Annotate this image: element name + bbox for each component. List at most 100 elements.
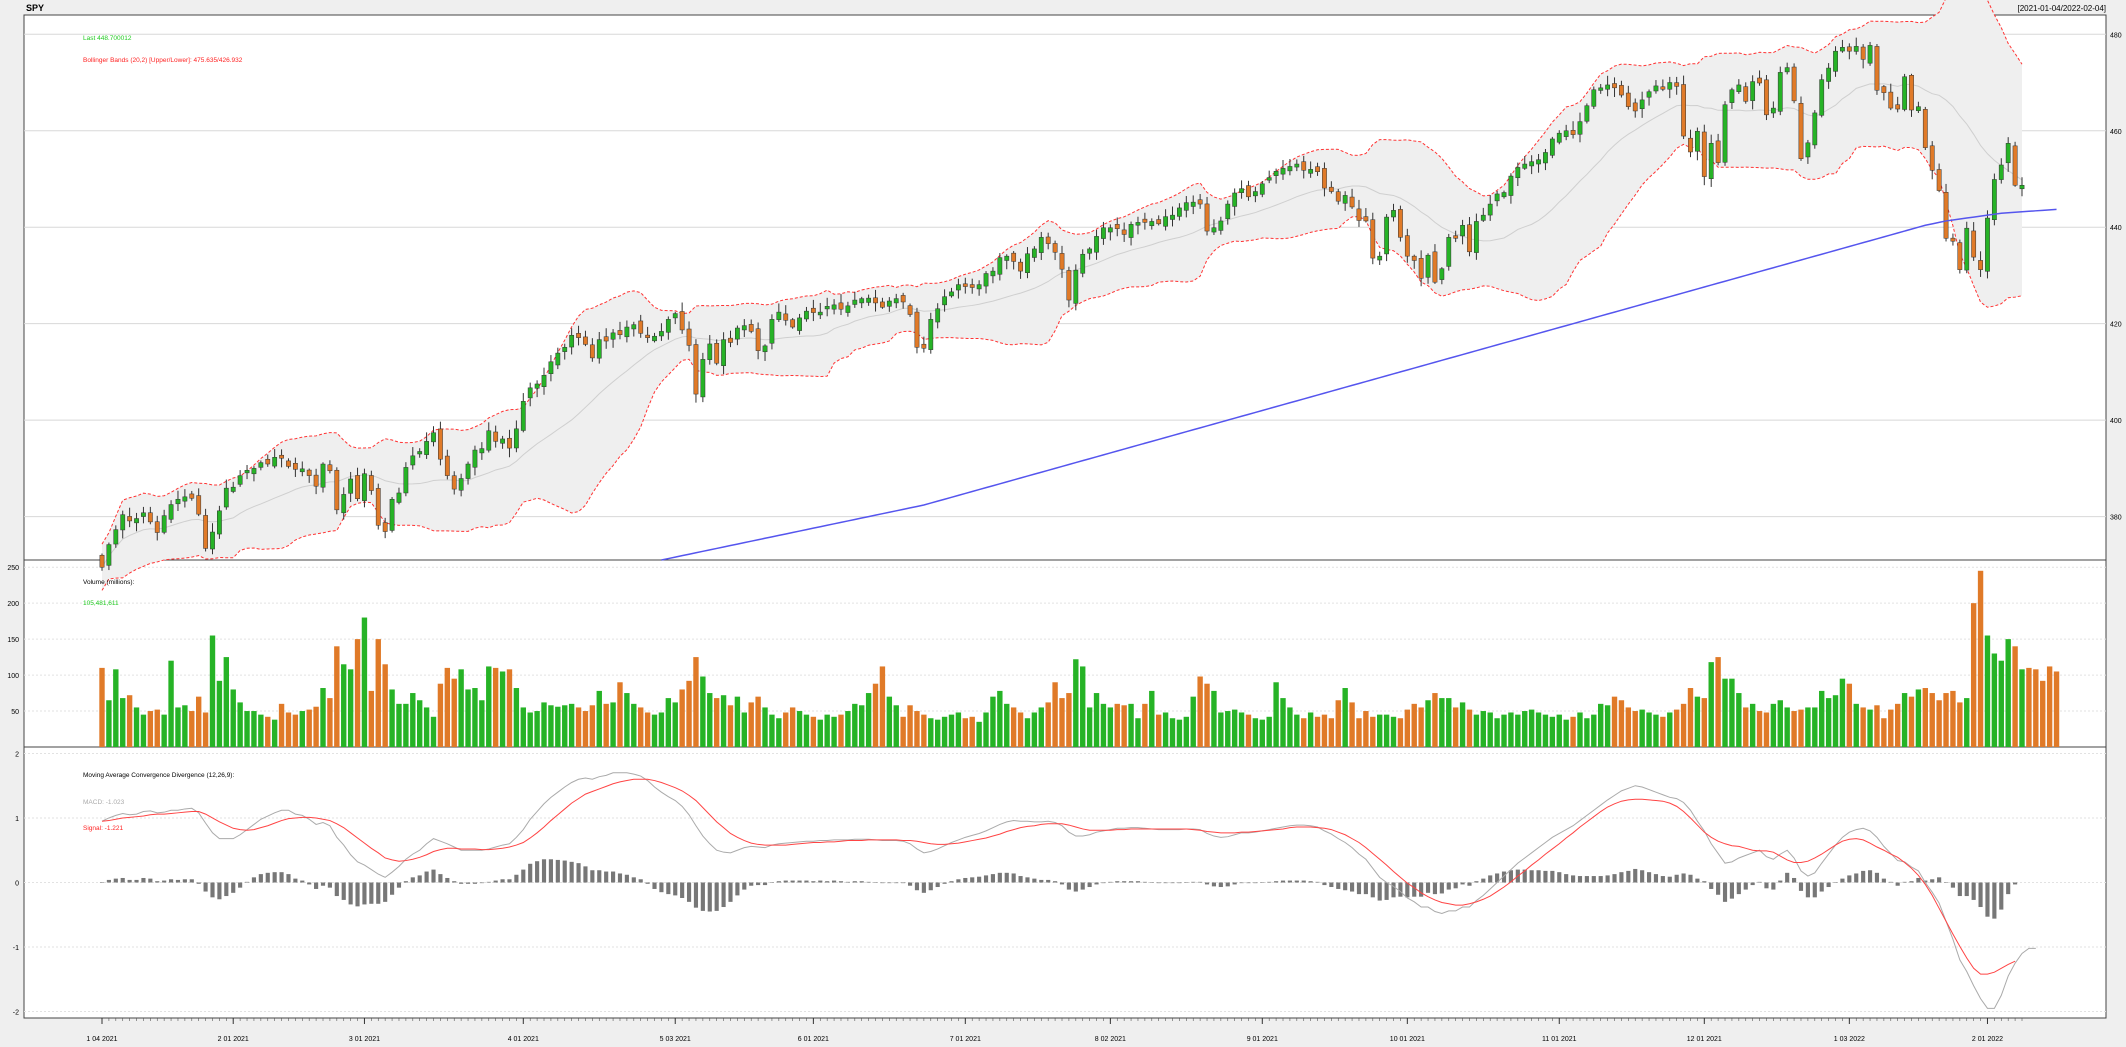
volume-bars	[99, 570, 2060, 747]
candle-body	[1266, 177, 1272, 181]
volume-bar	[1225, 711, 1231, 747]
candle-body	[1715, 140, 1721, 163]
macd-histogram-bar	[1204, 882, 1210, 885]
macd-histogram-bar	[417, 875, 422, 883]
volume-bar	[506, 669, 513, 747]
candle-body	[168, 504, 174, 520]
macd-histogram-bar	[314, 882, 319, 889]
macd-histogram-bar	[832, 880, 837, 883]
macd-histogram-bar	[106, 879, 111, 883]
candle-body	[962, 283, 968, 287]
macd-histogram-bar	[1861, 870, 1866, 883]
volume-bar	[907, 705, 913, 747]
volume-bar	[1059, 698, 1065, 747]
candle-body	[1846, 46, 1852, 52]
macd-histogram-bar	[721, 882, 726, 908]
macd-histogram-bar	[901, 882, 906, 884]
volume-bar	[769, 714, 775, 747]
candle-body	[1577, 121, 1583, 135]
macd-histogram-bar	[1046, 879, 1051, 883]
macd-histogram-bar	[1750, 882, 1755, 886]
macd-histogram-bar	[1495, 873, 1500, 883]
candle-body	[1515, 167, 1521, 179]
volume-bar	[651, 714, 658, 747]
macd-histogram-bar	[1881, 878, 1886, 883]
volume-bar	[879, 666, 886, 747]
volume-bar	[368, 690, 375, 747]
volume-bar	[1397, 718, 1404, 747]
x-tick-label: 1 03 2022	[1834, 1036, 1865, 1043]
macd-histogram-bar	[431, 869, 436, 883]
macd-histogram-bar	[258, 874, 263, 883]
price-tick-label: 420	[2110, 322, 2122, 329]
candle-body	[1128, 224, 1134, 238]
candle-body	[120, 514, 126, 531]
volume-bar	[1031, 712, 1038, 747]
macd-histogram-bar	[1847, 875, 1852, 883]
volume-bar	[396, 703, 402, 747]
candle-body	[1646, 91, 1652, 98]
macd-histogram-bar	[1571, 875, 1576, 883]
candle-body	[1107, 227, 1113, 233]
volume-bar	[1273, 682, 1279, 747]
volume-bar	[1259, 719, 1265, 747]
volume-bar	[1832, 695, 1839, 747]
macd-histogram-bar	[355, 882, 360, 907]
candle-body	[1232, 192, 1238, 207]
macd-histogram-bar	[576, 863, 581, 883]
volume-bar	[997, 690, 1003, 747]
macd-histogram-bar	[521, 869, 526, 883]
volume-bar	[1660, 716, 1666, 747]
macd-histogram-bar	[1170, 882, 1175, 884]
volume-bar	[389, 689, 395, 747]
volume-bar	[1480, 711, 1486, 747]
volume-bar	[1584, 718, 1590, 747]
volume-bar	[361, 617, 368, 747]
price-tick-label: 480	[2110, 32, 2122, 39]
macd-histogram-bar	[244, 881, 250, 883]
candle-body	[1059, 253, 1065, 270]
candle-body	[161, 515, 167, 533]
volume-bar	[1984, 635, 1991, 747]
macd-histogram-bar	[1992, 882, 1997, 919]
volume-bar	[555, 706, 561, 747]
volume-bar	[1936, 700, 1942, 747]
candle-body	[1156, 219, 1162, 225]
macd-histogram-bar	[224, 882, 229, 897]
volume-bar	[1238, 712, 1245, 747]
candle-body	[576, 333, 581, 338]
volume-bar	[354, 639, 361, 747]
macd-histogram-bar	[1087, 882, 1092, 888]
volume-bar	[1598, 703, 1604, 747]
macd-histogram-bar	[452, 881, 457, 883]
macd-histogram-bar	[1287, 880, 1292, 883]
volume-bar	[1901, 693, 1908, 747]
volume-bar	[313, 706, 319, 747]
macd-histogram-bar	[300, 880, 305, 883]
candle-body	[182, 496, 188, 502]
macd-histogram-bar	[1874, 872, 1880, 883]
volume-bar	[1528, 709, 1535, 747]
volume-bar	[1370, 716, 1376, 747]
candle-body	[893, 298, 899, 304]
macd-histogram-bar	[735, 882, 740, 896]
macd-histogram-bar	[880, 882, 885, 884]
macd-histogram-bar	[1798, 882, 1804, 891]
volume-bar	[161, 714, 167, 747]
macd-histogram-bar	[1619, 872, 1624, 883]
volume-bar	[140, 714, 147, 747]
macd-histogram-bar	[590, 870, 595, 883]
macd-histogram-bar	[1101, 882, 1106, 884]
candle-body	[859, 298, 865, 304]
volume-bar	[886, 696, 893, 747]
volume-bar	[1611, 696, 1618, 747]
candle-body	[555, 352, 561, 366]
candle-body	[417, 451, 423, 455]
macd-histogram-bar	[977, 876, 982, 883]
macd-histogram-bar	[1978, 882, 1983, 908]
volume-bar	[479, 700, 485, 747]
volume-bar	[1715, 657, 1721, 747]
candle-body	[1259, 183, 1265, 195]
candle-body	[1239, 188, 1244, 193]
volume-bar	[1307, 712, 1314, 747]
